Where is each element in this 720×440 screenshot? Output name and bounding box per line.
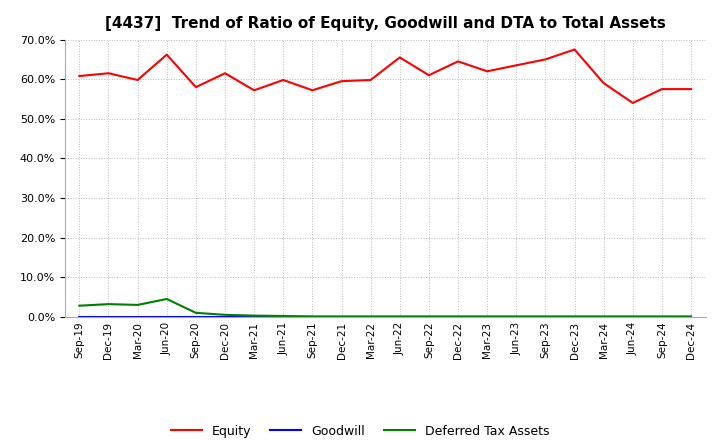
Deferred Tax Assets xyxy=(395,314,404,319)
Deferred Tax Assets xyxy=(75,303,84,308)
Goodwill xyxy=(541,314,550,319)
Equity xyxy=(75,73,84,79)
Deferred Tax Assets xyxy=(570,314,579,319)
Equity xyxy=(279,77,287,83)
Deferred Tax Assets xyxy=(512,314,521,319)
Equity xyxy=(337,78,346,84)
Goodwill xyxy=(512,314,521,319)
Deferred Tax Assets xyxy=(133,302,142,308)
Equity xyxy=(599,81,608,86)
Deferred Tax Assets xyxy=(599,314,608,319)
Equity xyxy=(366,77,375,83)
Equity xyxy=(687,86,696,92)
Goodwill xyxy=(657,314,666,319)
Goodwill xyxy=(192,314,200,319)
Deferred Tax Assets xyxy=(541,314,550,319)
Goodwill xyxy=(337,314,346,319)
Deferred Tax Assets xyxy=(425,314,433,319)
Equity xyxy=(570,47,579,52)
Equity xyxy=(512,62,521,68)
Deferred Tax Assets xyxy=(687,314,696,319)
Goodwill xyxy=(395,314,404,319)
Equity xyxy=(629,100,637,106)
Deferred Tax Assets xyxy=(250,313,258,318)
Equity xyxy=(395,55,404,60)
Deferred Tax Assets xyxy=(104,301,113,307)
Goodwill xyxy=(425,314,433,319)
Equity xyxy=(541,57,550,62)
Equity xyxy=(308,88,317,93)
Deferred Tax Assets xyxy=(629,314,637,319)
Equity xyxy=(425,73,433,78)
Deferred Tax Assets xyxy=(657,314,666,319)
Goodwill xyxy=(220,314,229,319)
Deferred Tax Assets xyxy=(192,310,200,315)
Deferred Tax Assets xyxy=(220,312,229,317)
Goodwill xyxy=(454,314,462,319)
Deferred Tax Assets xyxy=(366,314,375,319)
Line: Deferred Tax Assets: Deferred Tax Assets xyxy=(79,299,691,316)
Goodwill xyxy=(483,314,492,319)
Goodwill xyxy=(687,314,696,319)
Goodwill xyxy=(629,314,637,319)
Equity xyxy=(657,86,666,92)
Goodwill xyxy=(570,314,579,319)
Equity xyxy=(133,77,142,83)
Equity xyxy=(454,59,462,64)
Deferred Tax Assets xyxy=(279,313,287,319)
Equity xyxy=(250,88,258,93)
Equity xyxy=(483,69,492,74)
Equity xyxy=(220,70,229,76)
Equity xyxy=(163,52,171,57)
Goodwill xyxy=(366,314,375,319)
Goodwill xyxy=(133,314,142,319)
Goodwill xyxy=(104,314,113,319)
Title: [4437]  Trend of Ratio of Equity, Goodwill and DTA to Total Assets: [4437] Trend of Ratio of Equity, Goodwil… xyxy=(105,16,665,32)
Equity xyxy=(192,84,200,90)
Legend: Equity, Goodwill, Deferred Tax Assets: Equity, Goodwill, Deferred Tax Assets xyxy=(166,420,554,440)
Line: Equity: Equity xyxy=(79,49,691,103)
Deferred Tax Assets xyxy=(454,314,462,319)
Goodwill xyxy=(163,314,171,319)
Deferred Tax Assets xyxy=(308,314,317,319)
Goodwill xyxy=(599,314,608,319)
Equity xyxy=(104,70,113,76)
Deferred Tax Assets xyxy=(163,297,171,302)
Goodwill xyxy=(279,314,287,319)
Goodwill xyxy=(250,314,258,319)
Deferred Tax Assets xyxy=(337,314,346,319)
Deferred Tax Assets xyxy=(483,314,492,319)
Goodwill xyxy=(75,314,84,319)
Goodwill xyxy=(308,314,317,319)
